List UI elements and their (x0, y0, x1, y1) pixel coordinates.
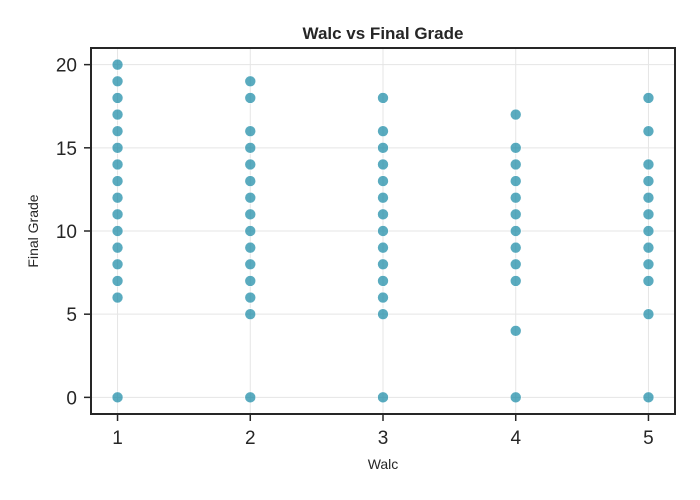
data-point (244, 75, 257, 88)
x-tick-label: 1 (112, 428, 123, 449)
data-point (642, 275, 655, 287)
data-point (111, 208, 124, 221)
data-point (377, 241, 389, 254)
data-point (642, 225, 655, 237)
y-tick-label: 0 (66, 388, 77, 409)
x-axis-label: Walc (368, 456, 399, 472)
data-point (509, 142, 522, 154)
data-point (244, 308, 257, 320)
data-point (377, 142, 389, 154)
data-point (377, 191, 389, 204)
data-point (111, 291, 124, 304)
data-point (509, 158, 522, 171)
data-point (244, 191, 257, 204)
x-tick-label: 5 (643, 428, 654, 449)
data-point (244, 291, 257, 304)
data-point (509, 391, 522, 404)
axis-ticks: 1 2 3 4 5 0 5 10 15 20 (56, 56, 654, 449)
data-point (111, 175, 124, 187)
data-point (642, 258, 655, 271)
data-point (642, 175, 655, 187)
data-point (509, 258, 522, 271)
data-point (509, 108, 522, 121)
data-point (509, 275, 522, 287)
data-point (509, 208, 522, 221)
data-point (377, 92, 389, 104)
data-point (377, 291, 389, 304)
data-point (111, 75, 124, 88)
data-points (111, 58, 655, 404)
data-point (244, 391, 257, 404)
data-point (111, 225, 124, 237)
data-point (244, 92, 257, 104)
data-point (642, 125, 655, 137)
data-point (111, 158, 124, 171)
data-point (377, 391, 389, 404)
data-point (377, 225, 389, 237)
data-point (111, 258, 124, 271)
data-point (244, 142, 257, 154)
data-point (509, 225, 522, 237)
data-point (377, 275, 389, 287)
chart-title: Walc vs Final Grade (303, 24, 464, 43)
data-point (509, 241, 522, 254)
data-point (111, 92, 124, 104)
data-point (244, 125, 257, 137)
data-point (377, 158, 389, 171)
data-point (244, 241, 257, 254)
data-point (111, 241, 124, 254)
data-point (377, 125, 389, 137)
data-point (642, 241, 655, 254)
data-point (509, 325, 522, 337)
data-point (111, 191, 124, 204)
data-point (111, 108, 124, 121)
data-point (111, 58, 124, 71)
data-point (642, 158, 655, 171)
data-point (244, 175, 257, 187)
x-tick-label: 2 (245, 428, 256, 449)
y-tick-label: 20 (56, 56, 77, 77)
data-point (642, 191, 655, 204)
data-point (244, 225, 257, 237)
data-point (642, 208, 655, 221)
x-tick-label: 3 (378, 428, 389, 449)
data-point (377, 308, 389, 320)
y-tick-label: 10 (56, 222, 77, 243)
data-point (509, 191, 522, 204)
y-tick-label: 15 (56, 139, 77, 160)
data-point (111, 125, 124, 137)
data-point (111, 391, 124, 404)
data-point (509, 175, 522, 187)
data-point (244, 258, 257, 271)
data-point (642, 391, 655, 404)
y-axis-label: Final Grade (25, 194, 41, 267)
data-point (642, 92, 655, 104)
y-tick-label: 5 (66, 305, 77, 326)
data-point (377, 175, 389, 187)
data-point (244, 208, 257, 221)
data-point (377, 258, 389, 271)
data-point (111, 142, 124, 154)
data-point (244, 275, 257, 287)
data-point (111, 275, 124, 287)
data-point (377, 208, 389, 221)
data-point (244, 158, 257, 171)
x-tick-label: 4 (510, 428, 521, 449)
data-point (642, 308, 655, 320)
